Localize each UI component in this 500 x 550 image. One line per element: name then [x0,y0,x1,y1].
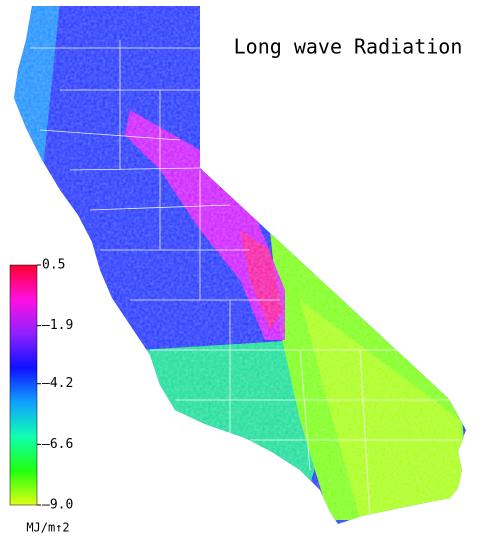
map-title: Long wave Radiation [234,35,463,59]
colorbar [9,264,38,506]
color-legend: 0.5 –1.9 –4.2 –6.6 –9.0 [9,258,73,513]
tick-label: –9.0 [42,498,73,513]
tick-label: –1.9 [42,318,73,333]
unit-label: MJ/m↑2 [26,521,69,535]
tick-label: 0.5 [42,258,65,273]
tick-label: –4.2 [42,376,73,391]
tick-label: –6.6 [42,437,73,452]
